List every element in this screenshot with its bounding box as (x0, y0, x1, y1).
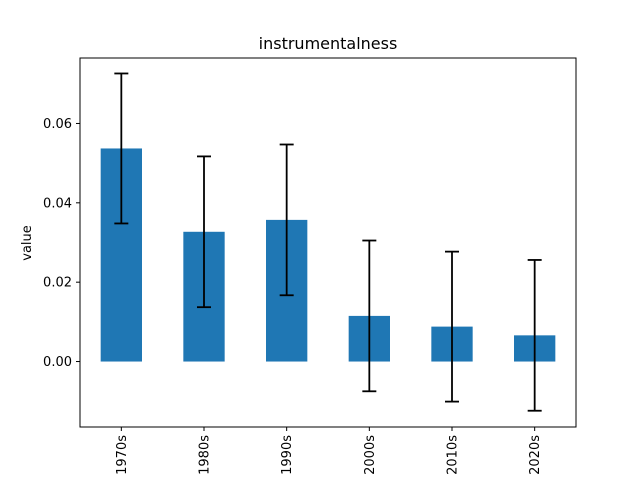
x-tick-label: 1990s (280, 435, 295, 475)
plot-area: 0.00 0.02 0.04 0.06 1970s 1980s 1990s 2000s 2010… (43, 72, 556, 475)
x-tick-label: 1980s (198, 435, 213, 475)
y-tick-label: 0.02 (43, 276, 72, 291)
y-tick-label: 0.04 (43, 196, 72, 211)
x-tick-label: 2020s (528, 435, 543, 475)
x-tick-label: 1970s (115, 435, 130, 475)
plot-frame (79, 57, 577, 428)
y-axis-label: value (20, 225, 35, 261)
x-tick-label: 2010s (446, 435, 461, 475)
x-tick-label: 2000s (363, 435, 378, 475)
y-tick-label: 0.00 (43, 355, 72, 370)
chart-title: instrumentalness (259, 34, 398, 53)
y-tick-label: 0.06 (43, 117, 72, 132)
